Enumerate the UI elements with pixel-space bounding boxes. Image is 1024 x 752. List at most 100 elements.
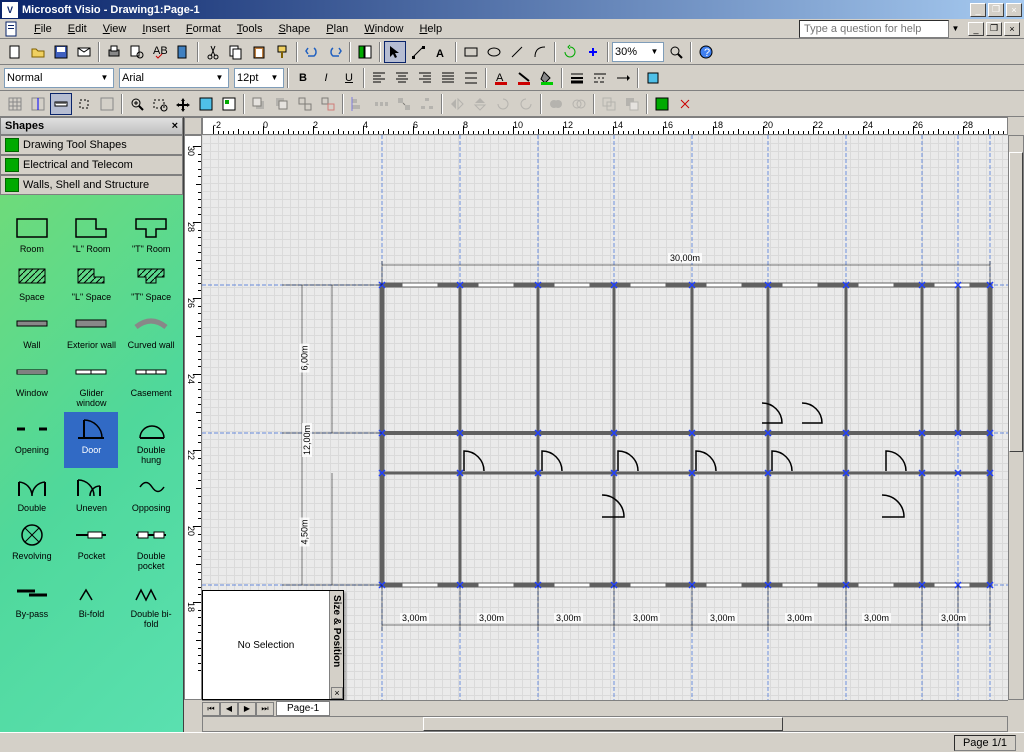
email-button[interactable] <box>73 41 95 63</box>
connection-point-button[interactable] <box>582 41 604 63</box>
distribute-button[interactable] <box>460 67 482 89</box>
size-position-close-button[interactable]: × <box>331 687 343 699</box>
snap-dynamic-button[interactable] <box>96 93 118 115</box>
menu-shape[interactable]: Shape <box>270 21 318 37</box>
bold-button[interactable]: B <box>292 67 314 89</box>
shape-item[interactable]: Uneven <box>64 470 118 516</box>
line-ends-button[interactable] <box>612 67 634 89</box>
tab-nav-next-button[interactable]: ▶ <box>238 702 256 716</box>
zoom-in-button[interactable] <box>126 93 148 115</box>
size-position-window[interactable]: No Selection Size & Position × <box>202 590 344 700</box>
format-painter-button[interactable] <box>271 41 293 63</box>
align-center-button[interactable] <box>391 67 413 89</box>
union-button[interactable] <box>545 93 567 115</box>
save-button[interactable] <box>50 41 72 63</box>
connect-shapes-button[interactable] <box>393 93 415 115</box>
shape-item[interactable]: Wall <box>5 307 59 353</box>
intersect-button[interactable] <box>598 93 620 115</box>
cut-button[interactable] <box>202 41 224 63</box>
zoom-window-button[interactable] <box>149 93 171 115</box>
shape-item[interactable]: Bi-fold <box>64 576 118 632</box>
update-button[interactable] <box>651 93 673 115</box>
fontsize-combo[interactable]: 12pt▼ <box>234 68 284 88</box>
shape-item[interactable]: Opening <box>5 412 59 468</box>
align-right-button[interactable] <box>414 67 436 89</box>
drawing-explorer-button[interactable] <box>218 93 240 115</box>
pointer-tool-button[interactable] <box>384 41 406 63</box>
subtract-button[interactable] <box>621 93 643 115</box>
horizontal-scrollbar[interactable] <box>202 716 1008 732</box>
shape-item[interactable]: Double hung <box>124 412 178 468</box>
shape-item[interactable]: Double <box>5 470 59 516</box>
format-shape-button[interactable] <box>642 67 664 89</box>
align-justify-button[interactable] <box>437 67 459 89</box>
connector-tool-button[interactable] <box>407 41 429 63</box>
tab-nav-first-button[interactable]: ⏮ <box>202 702 220 716</box>
open-button[interactable] <box>27 41 49 63</box>
shape-item[interactable]: By-pass <box>5 576 59 632</box>
group-button[interactable] <box>294 93 316 115</box>
vscroll-thumb[interactable] <box>1009 152 1023 452</box>
stencil-tab[interactable]: Drawing Tool Shapes <box>0 135 183 155</box>
menu-format[interactable]: Format <box>178 21 229 37</box>
minimize-button[interactable]: _ <box>970 3 986 17</box>
shape-item[interactable]: Double pocket <box>124 518 178 574</box>
ellipse-tool-button[interactable] <box>483 41 505 63</box>
fragment-button[interactable] <box>568 93 590 115</box>
vertical-ruler[interactable]: 30282624222018 <box>184 135 202 700</box>
menu-view[interactable]: View <box>95 21 135 37</box>
shape-item[interactable]: Door <box>64 412 118 468</box>
print-button[interactable] <box>103 41 125 63</box>
send-back-button[interactable] <box>271 93 293 115</box>
rotate-right-button[interactable] <box>492 93 514 115</box>
rectangle-tool-button[interactable] <box>460 41 482 63</box>
doc-close-button[interactable]: × <box>1004 22 1020 36</box>
hscroll-thumb[interactable] <box>423 717 783 731</box>
italic-button[interactable]: I <box>315 67 337 89</box>
text-tool-button[interactable]: A <box>430 41 452 63</box>
paste-button[interactable] <box>248 41 270 63</box>
line-weight-button[interactable] <box>566 67 588 89</box>
new-button[interactable] <box>4 41 26 63</box>
copy-button[interactable] <box>225 41 247 63</box>
help-search-input[interactable] <box>799 20 949 38</box>
shape-item[interactable]: Casement <box>124 355 178 411</box>
snap-ruler-button[interactable] <box>50 93 72 115</box>
tab-nav-prev-button[interactable]: ◀ <box>220 702 238 716</box>
style-combo[interactable]: Normal▼ <box>4 68 114 88</box>
shape-item[interactable]: Revolving <box>5 518 59 574</box>
grid-toggle-button[interactable] <box>4 93 26 115</box>
pan-button[interactable] <box>172 93 194 115</box>
flip-h-button[interactable] <box>446 93 468 115</box>
undo-button[interactable] <box>301 41 323 63</box>
full-screen-button[interactable] <box>195 93 217 115</box>
menu-tools[interactable]: Tools <box>229 21 271 37</box>
shape-item[interactable]: Space <box>5 259 59 305</box>
shape-item[interactable]: "T" Room <box>124 211 178 257</box>
shape-item[interactable]: Pocket <box>64 518 118 574</box>
restore-button[interactable]: ❐ <box>988 3 1004 17</box>
zoom-button[interactable] <box>665 41 687 63</box>
help-button[interactable]: ? <box>695 41 717 63</box>
menu-edit[interactable]: Edit <box>60 21 95 37</box>
distribute-shapes-button[interactable] <box>370 93 392 115</box>
line-color-button[interactable] <box>513 67 535 89</box>
shape-item[interactable]: Room <box>5 211 59 257</box>
close-button[interactable]: × <box>1006 3 1022 17</box>
redo-button[interactable] <box>324 41 346 63</box>
menu-window[interactable]: Window <box>356 21 411 37</box>
rotate-left-button[interactable] <box>515 93 537 115</box>
zoom-combo[interactable]: 30%▼ <box>612 42 664 62</box>
doc-restore-button[interactable]: ❐ <box>986 22 1002 36</box>
vertical-scrollbar[interactable] <box>1008 135 1024 700</box>
snap-grid-button[interactable] <box>73 93 95 115</box>
rotate-button[interactable] <box>559 41 581 63</box>
help-dropdown-icon[interactable]: ▼ <box>949 24 962 33</box>
shape-item[interactable]: Window <box>5 355 59 411</box>
shape-item[interactable]: "L" Space <box>64 259 118 305</box>
underline-button[interactable]: U <box>338 67 360 89</box>
research-button[interactable] <box>172 41 194 63</box>
print-preview-button[interactable] <box>126 41 148 63</box>
stencil-tab[interactable]: Electrical and Telecom <box>0 155 183 175</box>
spellcheck-button[interactable]: ABC <box>149 41 171 63</box>
